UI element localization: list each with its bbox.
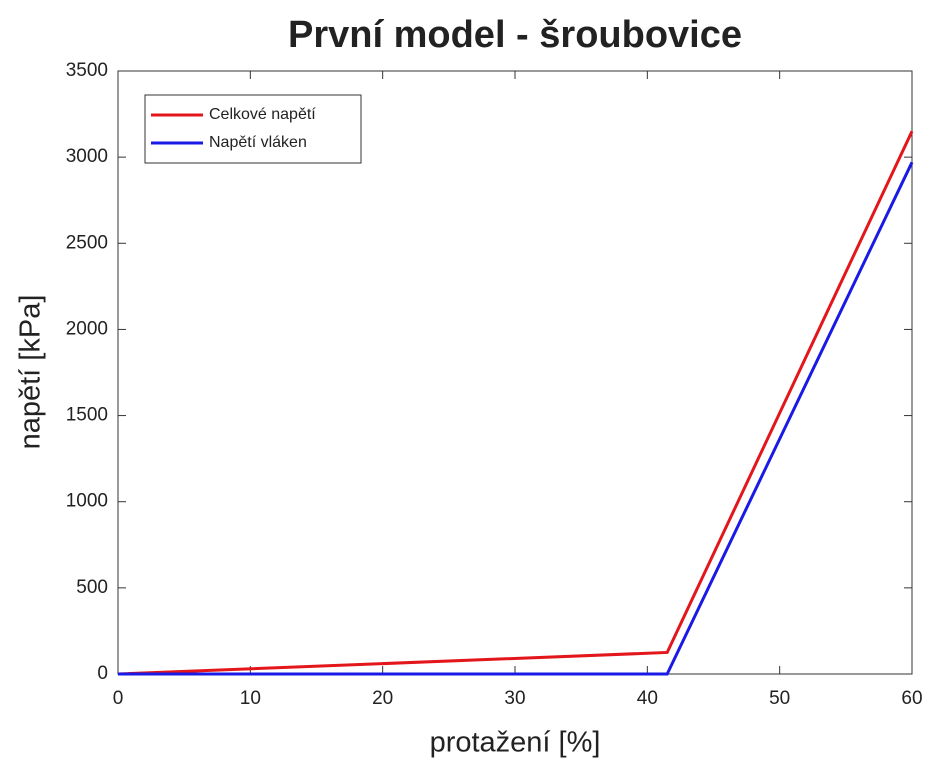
legend-box: [144, 94, 362, 164]
legend-label: Celkové napětí: [209, 106, 316, 123]
x-tick-label: 60: [901, 688, 922, 709]
y-tick-label: 1500: [66, 405, 108, 426]
series-line: [117, 130, 914, 676]
legend-label: Napětí vláken: [209, 134, 307, 151]
x-tick-label: 30: [504, 688, 525, 709]
y-axis-label: napětí [kPa]: [15, 295, 47, 450]
chart-title: První model - šroubovice: [288, 14, 742, 56]
y-tick-label: 2000: [66, 318, 108, 339]
x-tick-label: 10: [240, 688, 261, 709]
y-tick-label: 0: [97, 663, 108, 684]
x-tick-label: 50: [769, 688, 790, 709]
x-tick-label: 0: [113, 688, 124, 709]
series-line: [118, 161, 914, 676]
x-axis-label: protažení [%]: [430, 727, 601, 759]
y-tick-label: 3500: [66, 60, 108, 81]
y-tick-label: 2500: [66, 232, 108, 253]
y-tick-label: 1000: [66, 491, 108, 512]
y-tick-label: 500: [76, 577, 108, 598]
y-tick-label: 3000: [66, 146, 108, 167]
x-tick-label: 40: [637, 688, 658, 709]
x-tick-label: 20: [372, 688, 393, 709]
